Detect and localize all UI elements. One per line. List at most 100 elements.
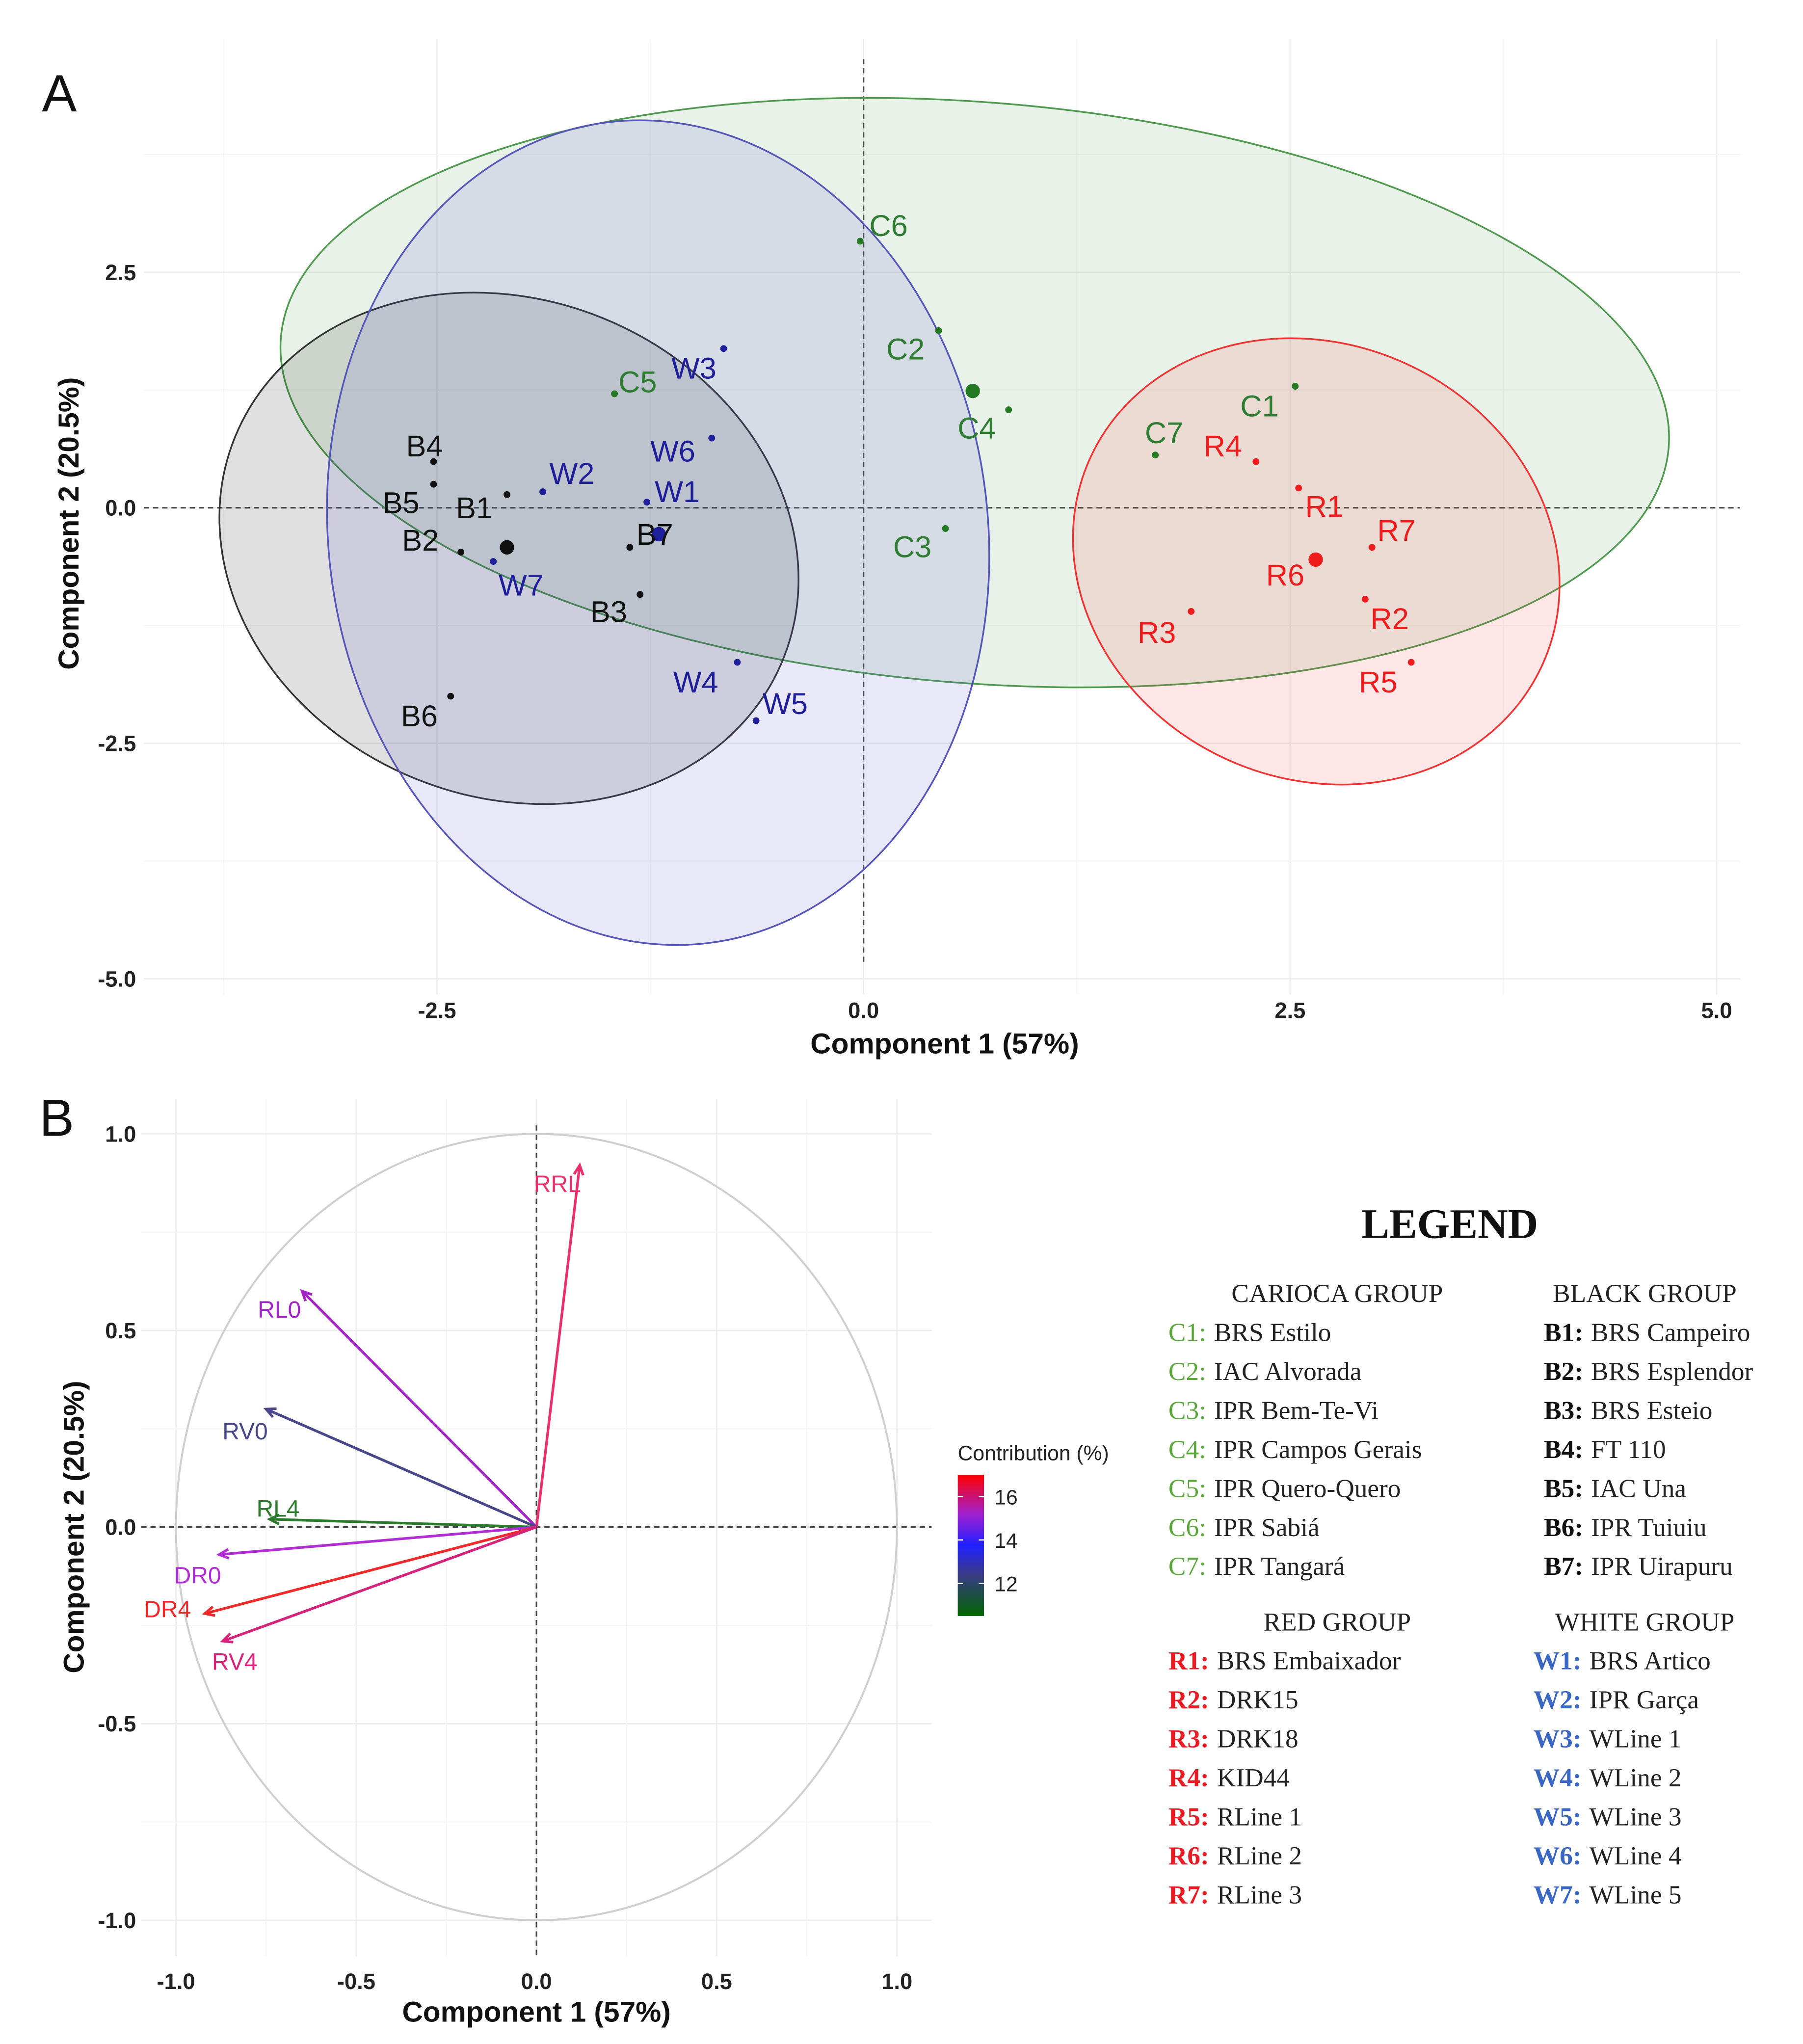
legend-item-name: IPR Garça [1589,1685,1699,1714]
legend-item-name: BRS Esteio [1591,1395,1712,1425]
arrow-shaft [301,1290,538,1528]
variable-arrow-rv0: RV0 [222,1407,537,1529]
panel-a-scatter: -2.5 0.0 2.5 5.0 2.5 0.0 -2.5 -5.0 C1 C2 C3 C4 C5 C6… [42,39,1741,1060]
colorbar-title: Contribution (%) [958,1442,1109,1465]
legend-item-name: DRK15 [1217,1685,1299,1714]
legend-item-name: WLine 5 [1589,1880,1681,1909]
panel-a-label: A [42,64,77,123]
legend-group-heading: RED GROUP [1264,1607,1411,1636]
arrow-shaft [219,1525,537,1556]
point-label: W7 [499,568,544,602]
panel-b-arrows: RRL RL0 RV0 RL4 DR0 DR4 RV4 [144,1162,584,1675]
colorbar-tick-label: 12 [994,1572,1017,1596]
point-label: R2 [1370,602,1408,636]
panel-b-y-axis-title: Component 2 (20.5%) [58,1381,90,1673]
legend-item-name: FT 110 [1591,1434,1666,1464]
legend-item-name: BRS Artico [1589,1646,1710,1675]
legend-item-key: W1: [1534,1646,1582,1675]
point-label: W2 [549,456,594,490]
legend-item: C6: IPR Sabiá [1168,1513,1320,1542]
legend-item-key: C2: [1168,1356,1206,1386]
data-point-b7 [626,544,634,551]
arrow-head-icon [266,1513,280,1525]
legend-item-name: DRK18 [1217,1724,1299,1753]
variable-label: RL4 [257,1496,300,1522]
point-label: W1 [655,475,700,508]
variable-arrow-dr4: DR4 [144,1526,537,1623]
legend-item-name: IPR Tuiuiu [1591,1513,1707,1542]
panel-b-label: B [39,1088,74,1147]
legend-item: C1: BRS Estilo [1168,1318,1331,1347]
panel-a-y-axis-title: Component 2 (20.5%) [53,377,85,670]
data-point-r2 [1361,595,1369,603]
legend-item: B5: IAC Una [1544,1473,1686,1503]
legend-item-name: WLine 2 [1589,1763,1681,1792]
legend-item-key: W5: [1534,1802,1582,1832]
x-tick-label: -0.5 [337,1969,375,1994]
point-label: W6 [650,434,695,468]
legend-item-name: WLine 3 [1589,1802,1681,1832]
legend-item-key: C6: [1168,1513,1206,1542]
contribution-colorbar: Contribution (%) 16 14 12 [957,1442,1109,1616]
legend-item-name: RLine 3 [1217,1880,1302,1909]
arrow-shaft [222,1526,537,1643]
legend-item: B6: IPR Tuiuiu [1544,1513,1707,1542]
panel-a-points: C1 C2 C3 C4 C5 C6 C7 R1 R2 R3 R4 R5 R6 R7 W1 W2 W3 W4 W5 W6… [383,209,1416,733]
legend-title: LEGEND [1361,1201,1538,1247]
legend-item-key: W2: [1534,1685,1582,1714]
legend-item-key: B5: [1544,1473,1583,1503]
data-point-w1 [643,499,651,506]
colorbar-gradient [957,1474,984,1616]
y-tick-label: 2.5 [105,260,136,285]
legend-item: B7: IPR Uirapuru [1544,1551,1733,1581]
y-tick-label: -1.0 [98,1908,136,1933]
data-point-c6 [856,238,864,245]
group-centroid-carioca [965,383,980,398]
legend-item-name: BRS Campeiro [1591,1318,1750,1347]
arrow-head-icon [573,1162,584,1176]
legend-item-key: R7: [1168,1880,1209,1909]
legend-item-key: B7: [1544,1551,1583,1581]
legend-item: W3: WLine 1 [1534,1724,1682,1753]
legend-item-key: R6: [1168,1841,1209,1870]
arrow-shaft [269,1517,537,1529]
arrow-shaft [204,1526,537,1615]
legend-item-key: W6: [1534,1841,1582,1870]
panel-b-variables: -1.0 -0.5 0.0 0.5 1.0 1.0 0.5 0.0 -0.5 -1.0 RRL RL… [39,1088,1109,2028]
point-label: C7 [1145,416,1183,450]
legend-item: R5: RLine 1 [1168,1802,1302,1832]
legend-item: R7: RLine 3 [1168,1880,1302,1909]
legend-item-name: IAC Una [1591,1473,1686,1503]
legend-item: R1: BRS Embaixador [1168,1646,1401,1675]
legend-item-name: IPR Campos Gerais [1214,1434,1422,1464]
correlation-circle [175,1133,898,1921]
panel-b-grid: -1.0 -0.5 0.0 0.5 1.0 1.0 0.5 0.0 -0.5 -1.0 [98,1099,932,1994]
legend-item-key: C7: [1168,1551,1206,1581]
x-tick-label: 1.0 [881,1969,912,1994]
legend-item: B2: BRS Esplendor [1544,1356,1753,1386]
data-point-c3 [942,525,949,532]
data-point-w7 [490,558,497,565]
colorbar-tick-label: 14 [994,1529,1017,1553]
legend-item-key: B6: [1544,1513,1583,1542]
legend-item: R2: DRK15 [1168,1685,1299,1714]
data-point-w5 [752,717,760,724]
x-tick-label: 5.0 [1701,998,1732,1023]
legend-group-carioca-group: CARIOCA GROUP C1: BRS Estilo C2: IAC Alvorad… [1168,1278,1443,1581]
legend-item: W5: WLine 3 [1534,1802,1682,1832]
legend-group-red-group: RED GROUP R1: BRS Embaixador R2: DRK15 R3: DRK… [1168,1607,1411,1909]
legend-item-name: RLine 1 [1217,1802,1302,1832]
legend-item-name: WLine 1 [1589,1724,1681,1753]
y-tick-label: 0.0 [105,1515,136,1540]
point-label: B6 [401,699,438,733]
point-label: R3 [1138,615,1176,649]
x-tick-label: 0.0 [848,998,879,1023]
y-tick-label: -5.0 [98,967,136,992]
y-tick-label: 0.5 [105,1318,136,1343]
variable-label: DR0 [174,1563,221,1589]
data-point-r6 [1312,557,1319,564]
data-point-c7 [1152,451,1159,459]
data-point-w2 [539,488,546,495]
data-point-b5 [430,480,437,488]
legend-item: W4: WLine 2 [1534,1763,1682,1792]
